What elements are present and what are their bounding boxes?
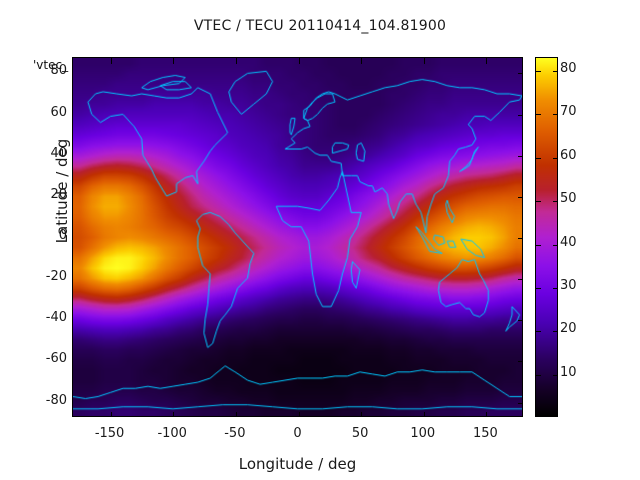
- y-tick-label: 20: [50, 186, 67, 202]
- y-tick-label: -80: [45, 392, 67, 408]
- colorbar-tickmark: [553, 157, 558, 159]
- colorbar-tick-label: 20: [560, 321, 577, 337]
- x-tickmark: [486, 412, 488, 416]
- y-tick-label: -60: [45, 351, 67, 367]
- stray-label-artifact: 'vtec_: [33, 58, 69, 72]
- x-tick-label: -150: [94, 426, 125, 441]
- x-tickmark: [173, 58, 175, 64]
- colorbar-tickmark: [553, 331, 558, 333]
- x-tickmark: [423, 58, 425, 64]
- x-tickmark: [173, 412, 175, 416]
- colorbar-tick-label: 50: [560, 191, 577, 207]
- colorbar-tickmark: [536, 244, 541, 246]
- y-tick-label: 40: [50, 145, 67, 161]
- colorbar-tick-label: 60: [560, 147, 577, 163]
- x-tickmark: [298, 412, 300, 416]
- x-tick-label: 150: [472, 426, 498, 441]
- y-tickmark: [518, 155, 522, 157]
- y-tickmark: [72, 115, 73, 116]
- y-tickmark: [518, 361, 522, 363]
- x-tickmark: [486, 58, 488, 64]
- colorbar-tickmark: [553, 71, 558, 72]
- x-tickmark: [423, 412, 425, 416]
- colorbar-tickmark: [553, 114, 558, 116]
- y-tickmark: [72, 279, 73, 280]
- vtec-map-plot: [72, 57, 523, 417]
- colorbar: [535, 57, 558, 417]
- colorbar-tickmark: [536, 71, 541, 72]
- y-tickmark: [518, 402, 522, 404]
- page-title: VTEC / TECU 20110414_104.81900: [193, 18, 447, 34]
- x-tickmark: [110, 412, 112, 416]
- colorbar-tickmark: [536, 157, 541, 159]
- y-tickmark: [72, 361, 73, 362]
- y-tick-label: 0: [58, 228, 67, 243]
- y-tickmark: [72, 156, 73, 157]
- colorbar-tickmark: [536, 287, 541, 289]
- x-tick-label: 50: [351, 426, 369, 441]
- y-tickmark: [518, 238, 522, 239]
- x-tick-label: 100: [410, 426, 436, 441]
- x-tick-label: 0: [293, 426, 302, 441]
- x-tickmark: [235, 58, 237, 64]
- colorbar-tickmark: [536, 374, 541, 376]
- vtec-heatmap-canvas: [73, 58, 522, 416]
- x-tick-label: -100: [157, 426, 187, 441]
- y-tickmark: [518, 320, 522, 322]
- x-tickmark: [110, 58, 112, 64]
- colorbar-tick-label: 80: [560, 61, 577, 76]
- colorbar-tickmark: [536, 201, 541, 203]
- y-tickmark: [72, 238, 73, 239]
- x-tick-label: -50: [224, 426, 246, 441]
- x-tickmark: [235, 412, 237, 416]
- y-tickmark: [72, 197, 73, 198]
- y-tickmark: [72, 403, 73, 404]
- x-tickmark: [298, 58, 300, 64]
- y-tickmark: [72, 320, 73, 321]
- y-tick-label: -40: [45, 310, 67, 326]
- y-tickmark: [518, 279, 522, 281]
- y-tickmark: [72, 73, 73, 74]
- colorbar-tickmark: [536, 114, 541, 116]
- colorbar-tickmark: [553, 201, 558, 203]
- x-tickmark: [361, 412, 363, 416]
- y-tick-label: 60: [50, 104, 67, 120]
- y-tickmark: [518, 73, 522, 75]
- colorbar-tick-label: 40: [560, 234, 577, 250]
- colorbar-tickmark: [553, 374, 558, 376]
- colorbar-tickmark: [553, 287, 558, 289]
- x-axis-label: Longitude / deg: [238, 455, 357, 473]
- colorbar-tick-label: 30: [560, 277, 577, 293]
- y-tick-label: 80: [50, 63, 67, 79]
- colorbar-tickmark: [553, 244, 558, 246]
- colorbar-tickmark: [536, 331, 541, 333]
- colorbar-tick-label: 70: [560, 104, 577, 120]
- y-tickmark: [518, 114, 522, 116]
- y-tick-label: -20: [45, 269, 67, 285]
- colorbar-gradient: [536, 58, 557, 416]
- colorbar-tick-label: 10: [560, 364, 577, 380]
- y-tickmark: [518, 196, 522, 198]
- x-tickmark: [361, 58, 363, 64]
